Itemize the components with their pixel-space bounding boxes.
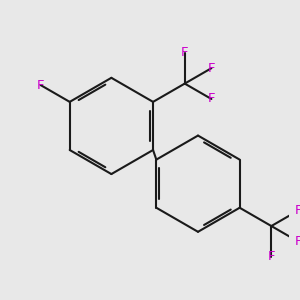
Text: F: F	[181, 46, 188, 59]
Text: F: F	[208, 62, 215, 75]
Text: F: F	[294, 204, 300, 217]
Text: F: F	[37, 79, 44, 92]
Text: F: F	[268, 250, 275, 263]
Text: F: F	[208, 92, 215, 106]
Text: F: F	[294, 235, 300, 248]
